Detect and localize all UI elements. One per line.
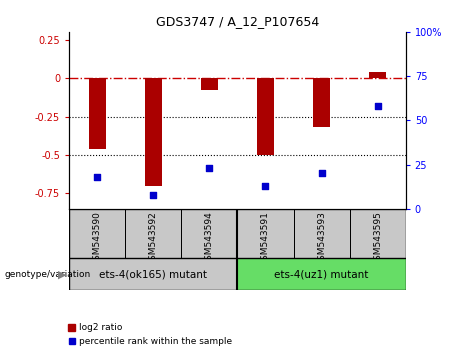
Point [206, 165, 213, 171]
Point [262, 183, 269, 189]
Bar [349, 209, 406, 258]
Text: GSM543595: GSM543595 [373, 211, 382, 266]
Bar [89, 78, 106, 149]
Bar [201, 78, 218, 90]
Bar [237, 209, 294, 258]
Text: GSM543593: GSM543593 [317, 211, 326, 266]
Bar [294, 209, 349, 258]
Text: GSM543594: GSM543594 [205, 211, 214, 266]
Bar [369, 72, 386, 78]
Bar [237, 258, 406, 290]
Text: ▶: ▶ [58, 269, 66, 279]
Text: ets-4(ok165) mutant: ets-4(ok165) mutant [99, 269, 207, 279]
Text: GSM543591: GSM543591 [261, 211, 270, 266]
Legend: log2 ratio, percentile rank within the sample: log2 ratio, percentile rank within the s… [65, 320, 236, 349]
Title: GDS3747 / A_12_P107654: GDS3747 / A_12_P107654 [156, 15, 319, 28]
Point [318, 171, 325, 176]
Bar [69, 258, 237, 290]
Bar [125, 209, 181, 258]
Bar [257, 78, 274, 155]
Point [374, 103, 381, 109]
Text: ets-4(uz1) mutant: ets-4(uz1) mutant [274, 269, 369, 279]
Text: genotype/variation: genotype/variation [5, 270, 91, 279]
Point [149, 192, 157, 198]
Text: GSM543590: GSM543590 [93, 211, 102, 266]
Bar [145, 78, 162, 186]
Bar [69, 209, 125, 258]
Point [94, 174, 101, 180]
Bar [313, 78, 330, 127]
Bar [181, 209, 237, 258]
Text: GSM543592: GSM543592 [149, 211, 158, 266]
